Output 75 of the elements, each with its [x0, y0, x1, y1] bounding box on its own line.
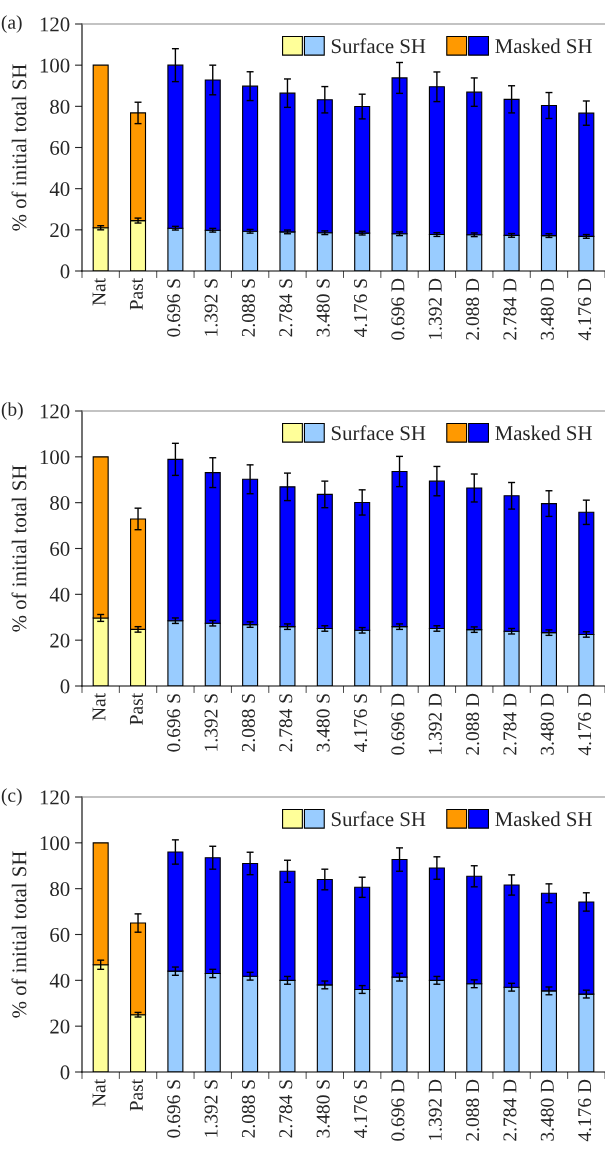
x-tick-label: 2.784 S [279, 694, 293, 752]
y-tick-label: 20 [50, 223, 70, 238]
x-tick-label: 1.392 S [204, 1080, 218, 1137]
x-tick-label: 1.392 S [204, 694, 218, 751]
x-tick-label: Past [129, 1079, 143, 1111]
y-tick-label: 20 [50, 633, 70, 648]
x-tick-label: 2.088 S [241, 1080, 256, 1138]
legend-label: Surface SH [331, 38, 426, 54]
y-tick-label: 120 [40, 790, 70, 805]
x-tick-label: Nat [92, 278, 106, 306]
chart-title: (a) [1, 15, 22, 33]
x-tick-label: 0.696 S [167, 279, 181, 337]
x-tick-label: 0.696 D [391, 693, 405, 755]
x-tick-label: 3.480 D [540, 1079, 554, 1141]
y-tick-label: 100 [40, 450, 70, 465]
y-axis-title: % of initial total SH [11, 465, 27, 632]
legend-label: Surface SH [331, 425, 426, 441]
legend-label: Masked SH [495, 425, 592, 441]
x-tick-label: 4.176 D [578, 1079, 592, 1142]
x-tick-label: 2.088 D [466, 693, 480, 755]
x-tick-label: 0.696 S [167, 694, 181, 752]
y-tick-label: 120 [40, 17, 70, 32]
y-tick-label: 80 [50, 882, 70, 897]
x-tick-label: 4.176 D [578, 693, 592, 756]
y-axis-title: % of initial total SH [11, 64, 27, 231]
x-tick-label: 2.088 D [466, 1079, 480, 1141]
x-tick-label: 1.392 D [428, 1079, 442, 1140]
y-tick-label: 100 [40, 836, 70, 851]
x-tick-label: 2.784 S [279, 279, 293, 337]
x-tick-label: 2.784 D [503, 693, 517, 755]
x-tick-label: 3.480 D [540, 693, 554, 755]
x-tick-label: Past [129, 693, 143, 725]
y-tick-label: 0 [60, 679, 70, 694]
legend-label: Masked SH [495, 38, 592, 54]
y-tick-label: 0 [60, 1065, 70, 1080]
x-tick-label: 2.088 S [241, 694, 256, 752]
y-tick-label: 20 [50, 1019, 70, 1034]
x-tick-label: 0.696 D [391, 278, 405, 340]
x-tick-label: 2.088 D [466, 278, 480, 340]
y-tick-label: 40 [49, 587, 70, 602]
x-tick-label: 1.392 D [428, 278, 442, 339]
y-tick-label: 80 [50, 496, 70, 511]
x-tick-label: Past [129, 278, 143, 310]
y-tick-label: 40 [49, 182, 70, 197]
y-tick-label: 120 [40, 404, 70, 419]
y-tick-label: 40 [49, 973, 70, 988]
x-tick-label: 2.784 D [503, 278, 517, 340]
y-tick-label: 100 [40, 58, 70, 73]
legend-label: Surface SH [331, 811, 426, 827]
x-tick-label: 4.176 D [578, 278, 592, 341]
x-tick-label: Nat [92, 1079, 106, 1107]
chart-title: (b) [1, 402, 23, 420]
y-axis-title: % of initial total SH [11, 851, 27, 1018]
legend-label: Masked SH [495, 811, 592, 827]
y-tick-label: 60 [50, 140, 70, 155]
x-tick-label: 1.392 S [204, 279, 218, 336]
x-tick-label: 3.480 D [540, 278, 554, 340]
y-tick-label: 60 [50, 541, 70, 556]
x-tick-label: 2.784 D [503, 1079, 517, 1141]
chart-title: (c) [1, 788, 22, 806]
y-tick-label: 80 [50, 99, 70, 114]
x-tick-label: 3.480 S [316, 694, 330, 752]
y-tick-label: 60 [50, 927, 70, 942]
x-tick-label: Nat [92, 693, 106, 721]
x-tick-label: 3.480 S [316, 1080, 330, 1138]
x-tick-label: 4.176 S [353, 694, 368, 752]
x-tick-label: 4.176 S [353, 279, 368, 337]
x-tick-label: 1.392 D [428, 693, 442, 754]
x-tick-label: 0.696 S [167, 1080, 181, 1138]
x-tick-label: 3.480 S [316, 279, 330, 337]
x-tick-label: 2.784 S [279, 1080, 293, 1138]
y-tick-label: 0 [60, 264, 70, 279]
x-tick-label: 0.696 D [391, 1079, 405, 1141]
x-tick-label: 2.088 S [241, 279, 256, 337]
x-tick-label: 4.176 S [353, 1080, 368, 1138]
